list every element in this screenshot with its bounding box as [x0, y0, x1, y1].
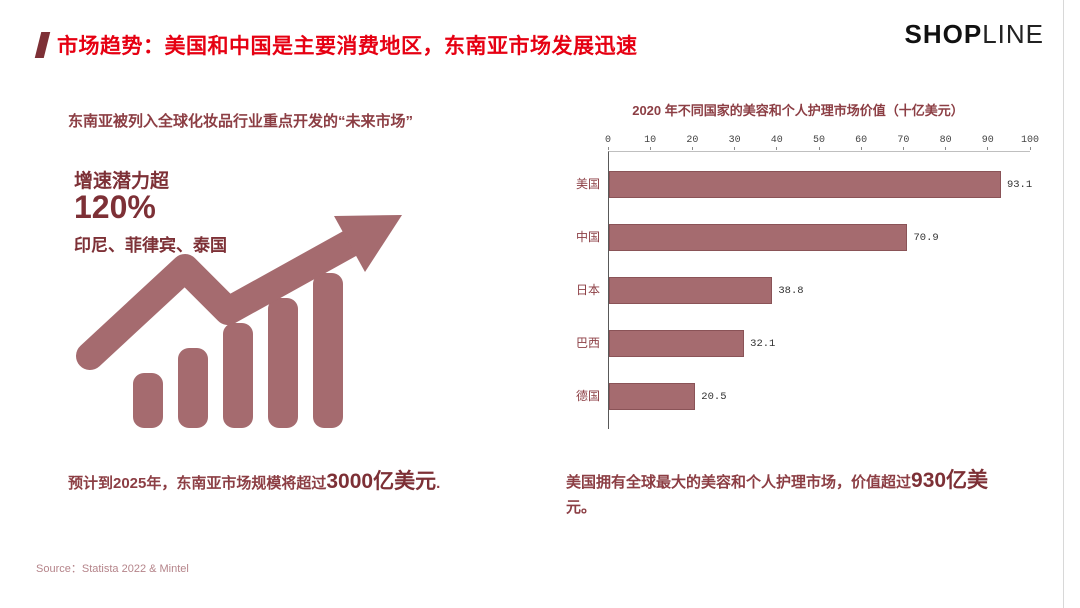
left-note-highlight: 3000亿美元 — [326, 470, 437, 493]
bar-row: 70.9 — [609, 211, 1030, 264]
left-note-prefix: 预计到2025年，东南亚市场规模将超过 — [68, 475, 327, 492]
category-labels: 美国中国日本巴西德国 — [552, 151, 608, 429]
x-axis-tick: 80 — [940, 135, 952, 150]
growth-countries: 印尼、菲律宾、泰国 — [74, 236, 227, 255]
x-axis-tick: 60 — [855, 135, 867, 150]
right-note-prefix: 美国拥有全球最大的美容和个人护理市场，价值超过 — [566, 474, 912, 491]
chart-title: 2020 年不同国家的美容和个人护理市场价值（十亿美元） — [632, 103, 964, 118]
bar — [609, 277, 773, 304]
category-label: 中国 — [575, 230, 600, 244]
bar-row: 38.8 — [609, 264, 1030, 317]
x-axis-tick: 10 — [644, 135, 656, 150]
upward-trend-arrow-icon — [76, 215, 402, 428]
bar-row: 93.1 — [609, 158, 1033, 211]
x-axis-tick: 100 — [1021, 135, 1039, 150]
chart-plot-area: 0 10 20 30 40 50 60 70 80 90 100 美国中国日本巴西德国 93.1 70… — [552, 135, 1039, 429]
bar-value-label: 20.5 — [701, 390, 727, 403]
bar-row: 32.1 — [609, 317, 1030, 370]
bar — [609, 330, 745, 357]
bar-rows: 93.1 70.9 38.8 32.1 20.5 — [608, 151, 1033, 429]
bar-value-label: 32.1 — [750, 337, 776, 350]
x-axis-tick: 90 — [982, 135, 994, 150]
x-axis-ticks: 0 10 20 30 40 50 60 70 80 90 100 — [605, 135, 1039, 151]
category-label: 日本 — [575, 283, 600, 297]
right-edge-divider — [1063, 0, 1064, 608]
x-axis-tick: 0 — [605, 135, 611, 150]
x-axis-tick: 30 — [729, 135, 741, 150]
right-note-highlight: 930亿美 — [911, 469, 989, 492]
growth-label: 增速潜力超 — [74, 171, 170, 192]
shopline-logo: SHOPLINE — [905, 19, 1045, 50]
page-title: 市场趋势：美国和中国是主要消费地区，东南亚市场发展迅速 — [57, 35, 638, 58]
x-axis-tick: 20 — [686, 135, 698, 150]
bar-value-label: 93.1 — [1006, 178, 1033, 191]
x-axis-tick: 70 — [897, 135, 909, 150]
bar — [609, 171, 1001, 198]
left-subtitle: 东南亚被列入全球化妆品行业重点开发的“未来市场” — [68, 113, 414, 130]
growth-value: 120% — [74, 189, 156, 225]
bar — [609, 383, 696, 410]
x-axis-tick: 50 — [813, 135, 825, 150]
title-accent-bar — [34, 32, 51, 58]
category-label: 德国 — [575, 389, 600, 403]
logo-shop-text: SHOP — [904, 19, 983, 49]
bar-chart: 2020 年不同国家的美容和个人护理市场价值（十亿美元） 0 10 20 30 40 50… — [552, 100, 1044, 429]
category-label: 美国 — [575, 177, 600, 191]
x-axis-tick: 40 — [771, 135, 783, 150]
right-note: 美国拥有全球最大的美容和个人护理市场，价值超过930亿美元。 — [566, 465, 1018, 519]
right-note-suffix: 元。 — [566, 498, 597, 516]
bar — [609, 224, 908, 251]
left-note: 预计到2025年，东南亚市场规模将超过3000亿美元. — [68, 467, 546, 497]
source-text: Source：Statista 2022 & Mintel — [36, 563, 189, 575]
tick-spacer — [552, 135, 608, 151]
bar-value-label: 38.8 — [778, 284, 804, 297]
category-label: 巴西 — [575, 336, 600, 350]
bar-value-label: 70.9 — [913, 231, 939, 244]
logo-line-text: LINE — [982, 19, 1044, 49]
header: 市场趋势：美国和中国是主要消费地区，东南亚市场发展迅速 — [34, 30, 638, 60]
bar-row: 20.5 — [609, 370, 1030, 423]
left-note-suffix: . — [436, 475, 441, 492]
